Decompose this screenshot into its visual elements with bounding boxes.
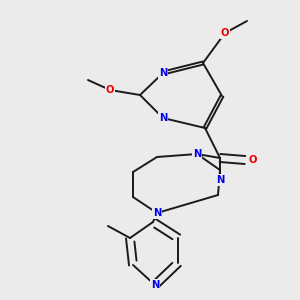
Text: N: N xyxy=(193,149,201,159)
Text: N: N xyxy=(151,280,159,290)
Text: N: N xyxy=(153,208,161,218)
Text: O: O xyxy=(249,155,257,165)
Text: O: O xyxy=(106,85,114,95)
Text: N: N xyxy=(159,113,167,123)
Text: N: N xyxy=(216,175,224,185)
Text: O: O xyxy=(221,28,229,38)
Text: N: N xyxy=(159,68,167,78)
